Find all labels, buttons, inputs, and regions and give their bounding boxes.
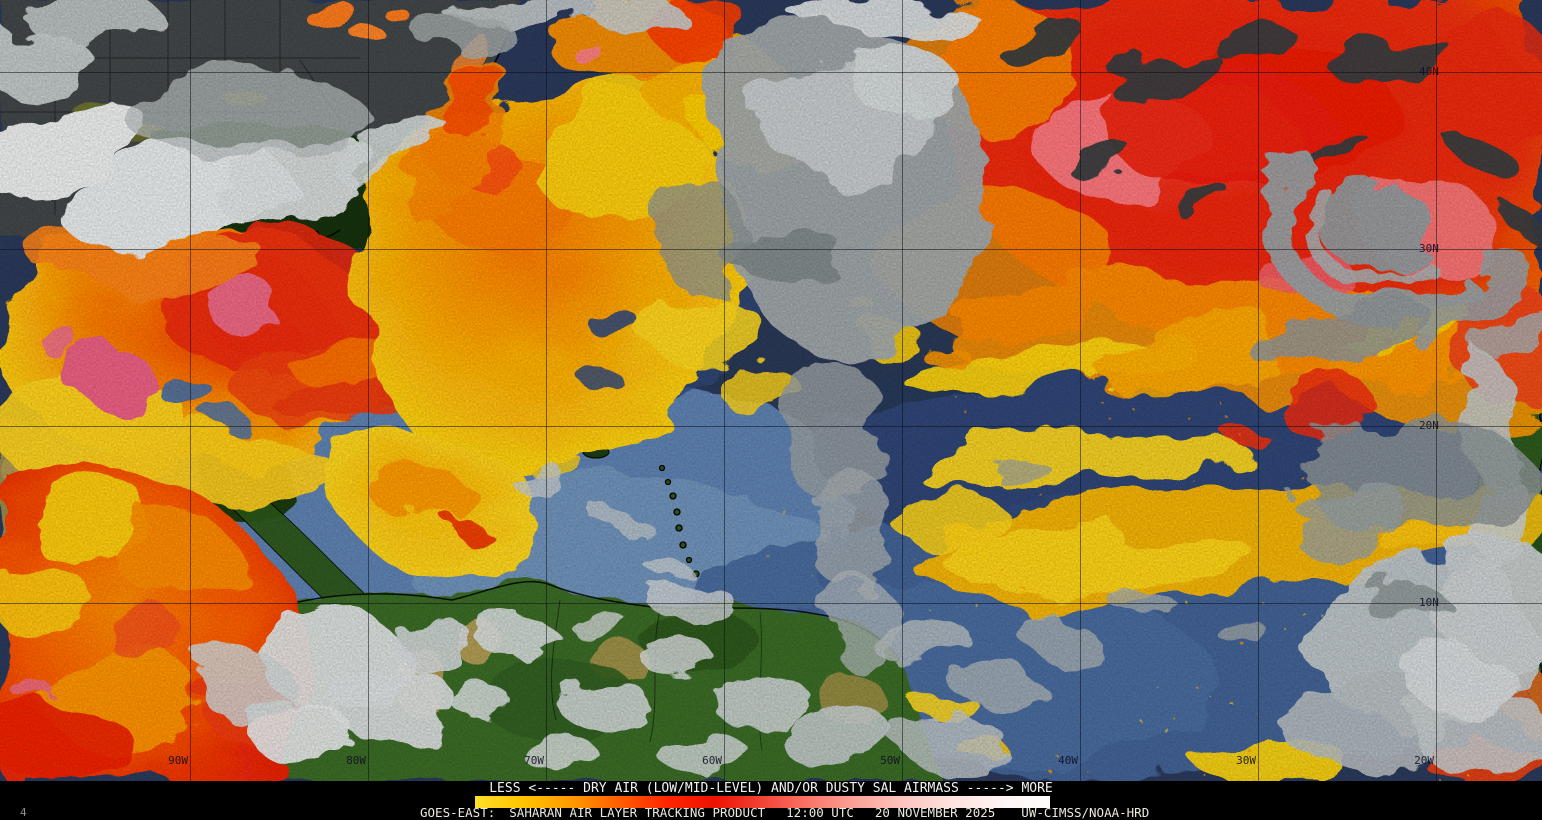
product-date-label: 20 NOVEMBER 2025 (874, 805, 996, 820)
product-time-label: 12:00 UTC (786, 805, 854, 820)
product-agency-credit: UW-CIMSS/NOAA-HRD (1021, 805, 1150, 820)
product-name-label: SAHARAN AIR LAYER TRACKING PRODUCT (509, 805, 766, 820)
colorbar-legend-text: LESS <----- DRY AIR (LOW/MID-LEVEL) AND/… (489, 781, 1053, 796)
dry-air-colorbar (475, 796, 1050, 808)
satellite-imagery-canvas (0, 0, 1542, 781)
product-credit-line: GOES-EAST: SAHARAN AIR LAYER TRACKING PR… (420, 805, 1150, 820)
frame-number: 4 (20, 806, 27, 819)
product-source-label: GOES-EAST: (420, 805, 496, 820)
product-info-bar: LESS <----- DRY AIR (LOW/MID-LEVEL) AND/… (0, 781, 1542, 820)
satellite-imagery: 90W 80W 70W 60W 50W 40W 30W 20W 40N 30N 20N 10N (0, 0, 1542, 781)
